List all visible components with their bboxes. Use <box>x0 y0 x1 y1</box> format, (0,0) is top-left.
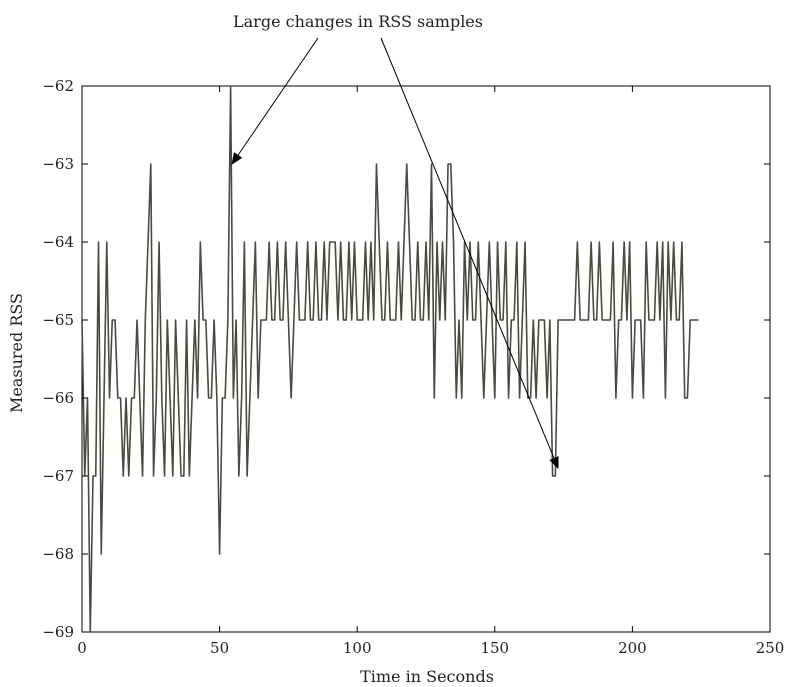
annotation-group: Large changes in RSS samples <box>231 12 559 470</box>
x-tick-label: 0 <box>77 639 87 657</box>
y-tick-label: −68 <box>42 545 74 563</box>
y-tick-label: −69 <box>42 623 74 641</box>
x-tick-label: 100 <box>343 639 372 657</box>
rss-series-line <box>81 85 699 633</box>
y-axis-label: Measured RSS <box>7 293 26 413</box>
y-tick-label: −67 <box>42 467 74 485</box>
x-tick-label: 200 <box>618 639 647 657</box>
annotation-arrow <box>231 37 319 165</box>
y-tick-label: −66 <box>42 389 74 407</box>
x-tick-label: 150 <box>480 639 509 657</box>
series-group <box>81 85 699 633</box>
y-tick-label: −63 <box>42 155 74 173</box>
y-tick-label: −64 <box>42 233 74 251</box>
y-tick-label: −65 <box>42 311 74 329</box>
annotation-text: Large changes in RSS samples <box>233 12 483 31</box>
axis-ticks: 0 50 100 150 200 250 −69 −68 −67 −66 −65 −64 −63 −62 <box>42 77 784 657</box>
x-tick-label: 250 <box>756 639 785 657</box>
annotation-arrow <box>380 37 559 470</box>
x-tick-label: 50 <box>210 639 229 657</box>
x-axis-label: Time in Seconds <box>360 667 494 686</box>
y-tick-label: −62 <box>42 77 74 95</box>
